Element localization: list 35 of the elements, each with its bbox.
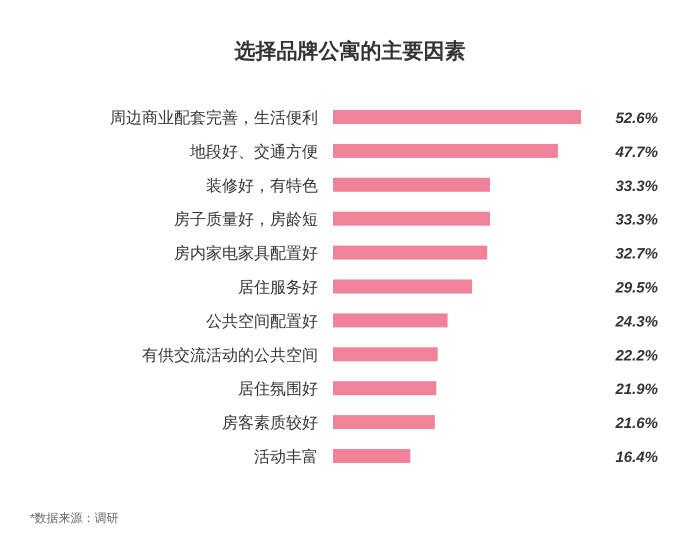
y-tick-label: 公共空间配置好 [206,312,318,330]
bar [333,313,448,328]
bar [333,246,488,260]
data-label: 29.5% [614,280,658,296]
y-tick-label: 房内家电家具配置好 [174,244,318,263]
data-label: 33.3% [615,212,658,229]
bar [333,381,436,396]
data-label: 16.4% [615,449,658,466]
bar [333,415,435,430]
data-label: 22.2% [614,347,658,364]
data-label: 47.7% [614,144,658,161]
y-tick-label: 房子质量好，房龄短 [174,210,318,229]
y-tick-label: 居住服务好 [238,280,318,296]
y-tick-label: 活动丰富 [254,448,318,466]
data-label: 24.3% [614,313,658,330]
data-label: 21.9% [614,381,658,398]
bar [333,110,581,124]
data-label: 21.6% [614,415,658,432]
text: *数据来源：调研 [30,511,119,525]
data-label: 52.6% [615,110,658,127]
bar [333,212,490,226]
bar [333,280,472,294]
bar [333,347,438,362]
bar [333,449,410,463]
bar [333,178,490,192]
y-tick-label: 装修好，有特色 [206,176,318,195]
y-tick-label: 房客素质较好 [222,414,318,432]
chart-title: 选择品牌公寓的主要因素 [234,39,466,63]
bar [333,144,558,158]
y-tick-label: 地段好、交通方便 [189,142,318,161]
y-tick-label: 周边商业配套完善，生活便利 [110,109,318,127]
y-tick-label: 居住氛围好 [238,381,318,398]
data-label: 33.3% [615,178,658,195]
data-label: 32.7% [615,246,658,263]
y-tick-label: 有供交流活动的公共空间 [142,346,318,364]
